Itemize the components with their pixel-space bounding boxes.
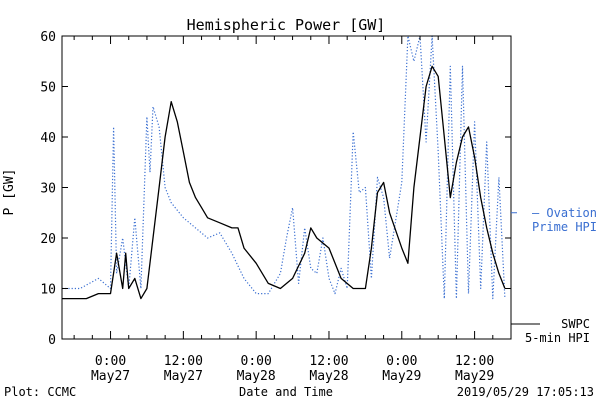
y-tick-label: 60	[40, 30, 56, 45]
x-tick-label-date: May28	[237, 369, 276, 384]
ovation-prime-hpi-line	[62, 35, 506, 300]
x-tick-label-date: May28	[309, 369, 348, 384]
plot-timestamp: 2019/05/29 17:05:13	[457, 385, 594, 399]
y-tick-label: 20	[40, 232, 56, 247]
x-tick-label-date: May27	[91, 369, 130, 384]
x-tick-label-time: 12:00	[164, 354, 203, 369]
y-axis-label: P [GW]	[2, 169, 17, 216]
swpc-hpi-line	[62, 65, 506, 300]
y-tick-label: 10	[40, 283, 56, 298]
x-axis-label: Date and Time	[239, 385, 333, 399]
ovation-legend-label: Prime HPI	[532, 220, 597, 234]
ovation-legend-label: — Ovation	[532, 206, 597, 220]
chart-title: Hemispheric Power [GW]	[187, 16, 386, 34]
series-layer	[62, 35, 506, 300]
x-tick-label-time: 0:00	[95, 354, 126, 369]
y-tick-label: 30	[40, 182, 56, 197]
x-tick-label-time: 12:00	[309, 354, 348, 369]
plot-frame	[61, 35, 512, 340]
plot-credit: Plot: CCMC	[4, 385, 76, 399]
x-tick-label-time: 12:00	[455, 354, 494, 369]
axes-layer: 01020304050600:00May2712:00May270:00May2…	[40, 30, 512, 384]
x-tick-label-date: May27	[164, 369, 203, 384]
y-tick-label: 50	[40, 81, 56, 96]
swpc-legend-label: SWPC	[561, 317, 590, 331]
x-tick-label-date: May29	[382, 369, 421, 384]
y-tick-label: 40	[40, 131, 56, 146]
x-tick-label-time: 0:00	[386, 354, 417, 369]
swpc-legend-label: 5-min HPI	[525, 331, 590, 345]
y-tick-label: 0	[48, 333, 56, 348]
x-tick-label-time: 0:00	[241, 354, 272, 369]
x-tick-label-date: May29	[455, 369, 494, 384]
